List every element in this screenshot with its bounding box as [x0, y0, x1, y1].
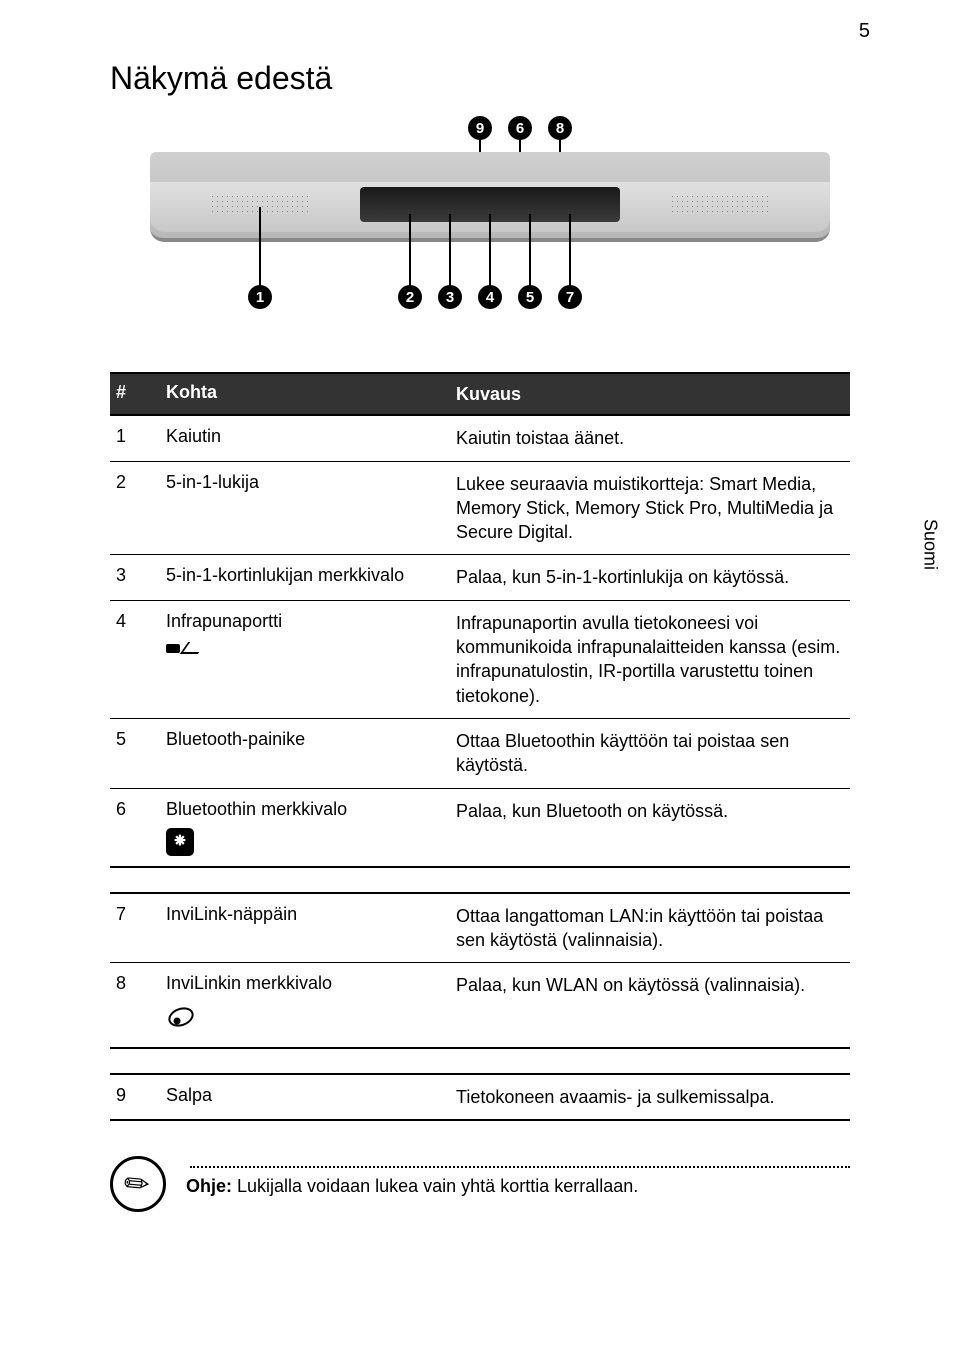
callout-2: 2 — [398, 285, 422, 309]
note-icon: ✎ — [110, 1156, 166, 1212]
note-box: ✎ Ohje: Lukijalla voidaan lukea vain yht… — [110, 1156, 880, 1197]
callout-8: 8 — [548, 116, 572, 140]
callout-5: 5 — [518, 285, 542, 309]
row-desc: Kaiutin toistaa äänet. — [450, 426, 850, 450]
callout-line — [449, 214, 451, 285]
item-label: Bluetoothin merkkivalo — [166, 799, 347, 819]
row-num: 9 — [110, 1085, 160, 1106]
callout-4: 4 — [478, 285, 502, 309]
row-item: Bluetooth-painike — [160, 729, 450, 750]
callout-line — [569, 214, 571, 285]
row-desc: Lukee seuraavia muistikortteja: Smart Me… — [450, 472, 850, 545]
row-desc: Ottaa langattoman LAN:in käyttöön tai po… — [450, 904, 850, 953]
parts-table: # Kohta Kuvaus 1 Kaiutin Kaiutin toistaa… — [110, 372, 850, 1121]
row-item: Infrapunaportti — [160, 611, 450, 660]
callout-1: 1 — [248, 285, 272, 309]
row-item: InviLink-näppäin — [160, 904, 450, 925]
header-item: Kohta — [160, 374, 450, 414]
row-item: 5-in-1-lukija — [160, 472, 450, 493]
callout-line — [489, 214, 491, 285]
row-desc: Ottaa Bluetoothin käyttöön tai poistaa s… — [450, 729, 850, 778]
table-row: 4 Infrapunaportti Infrapunaportin avulla… — [110, 601, 850, 719]
table-row: 5 Bluetooth-painike Ottaa Bluetoothin kä… — [110, 719, 850, 789]
callout-line — [259, 207, 261, 285]
row-desc: Infrapunaportin avulla tietokoneesi voi … — [450, 611, 850, 708]
table-row: 9 Salpa Tietokoneen avaamis- ja sulkemis… — [110, 1073, 850, 1121]
callout-line — [529, 214, 531, 285]
row-desc: Tietokoneen avaamis- ja sulkemissalpa. — [450, 1085, 850, 1109]
row-num: 8 — [110, 973, 160, 994]
row-item: Salpa — [160, 1085, 450, 1106]
table-row: 1 Kaiutin Kaiutin toistaa äänet. — [110, 416, 850, 461]
page-number: 5 — [859, 20, 870, 43]
row-num: 7 — [110, 904, 160, 925]
item-label: Infrapunaportti — [166, 611, 282, 631]
row-num: 1 — [110, 426, 160, 447]
table-row: 8 InviLinkin merkkivalo Palaa, kun WLAN … — [110, 963, 850, 1049]
row-num: 5 — [110, 729, 160, 750]
page-title: Näkymä edestä — [110, 60, 880, 97]
table-row: 7 InviLink-näppäin Ottaa langattoman LAN… — [110, 892, 850, 964]
row-item: InviLinkin merkkivalo — [160, 973, 450, 1037]
infrared-icon — [166, 640, 206, 660]
table-row: 3 5-in-1-kortinlukijan merkkivalo Palaa,… — [110, 555, 850, 600]
note-text: Ohje: Lukijalla voidaan lukea vain yhtä … — [186, 1176, 880, 1197]
row-item: 5-in-1-kortinlukijan merkkivalo — [160, 565, 450, 586]
table-header: # Kohta Kuvaus — [110, 372, 850, 416]
item-label: InviLinkin merkkivalo — [166, 973, 332, 993]
row-num: 4 — [110, 611, 160, 632]
row-num: 6 — [110, 799, 160, 820]
bluetooth-icon: ⁕ — [166, 828, 194, 856]
table-row: 2 5-in-1-lukija Lukee seuraavia muistiko… — [110, 462, 850, 556]
header-desc: Kuvaus — [450, 374, 850, 414]
callout-7: 7 — [558, 285, 582, 309]
front-view-diagram: 9 6 8 1 2 3 4 5 7 — [150, 122, 830, 332]
callout-9: 9 — [468, 116, 492, 140]
language-tab: Suomi — [910, 500, 950, 590]
row-num: 3 — [110, 565, 160, 586]
row-num: 2 — [110, 472, 160, 493]
wlan-icon — [166, 994, 444, 1037]
callout-line — [409, 214, 411, 285]
callout-6: 6 — [508, 116, 532, 140]
row-item: Kaiutin — [160, 426, 450, 447]
row-desc: Palaa, kun Bluetooth on käytössä. — [450, 799, 850, 823]
note-label: Ohje: — [186, 1176, 232, 1196]
table-row: 6 Bluetoothin merkkivalo ⁕ Palaa, kun Bl… — [110, 789, 850, 868]
callout-3: 3 — [438, 285, 462, 309]
header-num: # — [110, 374, 160, 414]
note-body: Lukijalla voidaan lukea vain yhtä kortti… — [232, 1176, 638, 1196]
row-desc: Palaa, kun 5-in-1-kortinlukija on käytös… — [450, 565, 850, 589]
row-item: Bluetoothin merkkivalo ⁕ — [160, 799, 450, 856]
row-desc: Palaa, kun WLAN on käytössä (valinnaisia… — [450, 973, 850, 997]
